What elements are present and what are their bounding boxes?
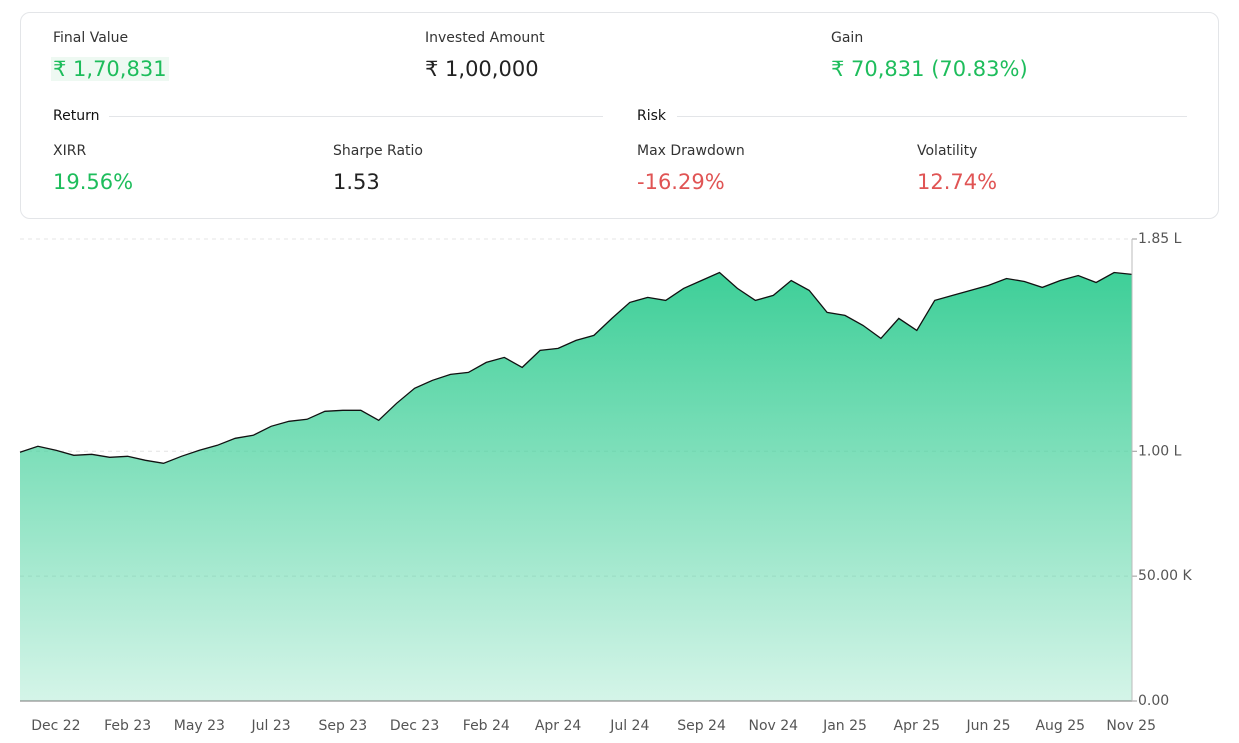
divider [109, 116, 603, 117]
x-tick-label: Apr 24 [535, 718, 582, 734]
x-tick-label: Sep 23 [319, 718, 368, 734]
area [20, 272, 1132, 701]
label: Sharpe Ratio [333, 143, 423, 159]
section-title: Risk [637, 108, 667, 124]
y-tick-label: 1.00 L [1138, 443, 1182, 459]
line [19, 271, 1133, 464]
x-tick-label: Jan 25 [822, 718, 867, 734]
value: 12.74% [917, 170, 998, 194]
x-tick-label: Jul 24 [609, 718, 649, 734]
y-tick-label: 50.00 K [1138, 568, 1193, 584]
label: Invested Amount [425, 30, 545, 46]
x-tick-label: Apr 25 [894, 718, 940, 734]
label: XIRR [53, 143, 87, 159]
label: Final Value [53, 30, 129, 46]
x-tick-label: Feb 24 [463, 718, 510, 734]
x-tick-label: Jun 25 [965, 718, 1010, 734]
value: ₹ 1,70,831 [51, 57, 169, 81]
value: -16.29% [637, 170, 725, 194]
divider [677, 116, 1187, 117]
x-tick-label: Nov 24 [748, 718, 798, 734]
label: Volatility [917, 143, 978, 159]
label: Max Drawdown [637, 143, 745, 159]
y-tick-label: 0.00 [1138, 693, 1169, 709]
value: ₹ 70,831 (70.83%) [831, 57, 1028, 81]
label: Gain [831, 30, 864, 46]
section-title: Return [53, 108, 100, 124]
x-tick-label: Aug 25 [1035, 718, 1085, 734]
value: ₹ 1,00,000 [425, 57, 539, 81]
x-tick-label: Dec 22 [31, 718, 80, 734]
x-tick-label: Jul 23 [251, 718, 291, 734]
x-tick-label: Dec 23 [390, 718, 439, 734]
x-tick-label: Feb 23 [104, 718, 151, 734]
summary-card: Final Value ₹ 1,70,831 Invested Amount ₹… [20, 12, 1219, 219]
value: 19.56% [53, 170, 134, 194]
x-tick-label: Nov 25 [1106, 718, 1156, 734]
y-tick-label: 1.85 L [1138, 231, 1182, 247]
x-tick-label: Sep 24 [677, 718, 726, 734]
x-tick-label: May 23 [174, 718, 225, 734]
value: 1.53 [333, 170, 380, 194]
